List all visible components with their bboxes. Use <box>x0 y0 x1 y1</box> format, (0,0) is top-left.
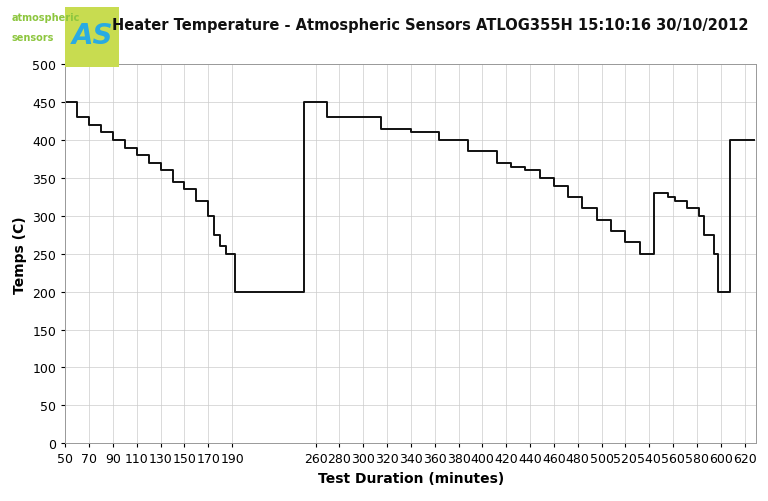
Text: Heater Temperature - Atmospheric Sensors ATLOG355H 15:10:16 30/10/2012: Heater Temperature - Atmospheric Sensors… <box>112 18 748 33</box>
Y-axis label: Temps (C): Temps (C) <box>13 215 27 293</box>
Text: AS: AS <box>71 23 113 50</box>
Text: sensors: sensors <box>12 33 54 43</box>
Text: atmospheric: atmospheric <box>12 13 80 23</box>
X-axis label: Test Duration (minutes): Test Duration (minutes) <box>318 471 504 485</box>
